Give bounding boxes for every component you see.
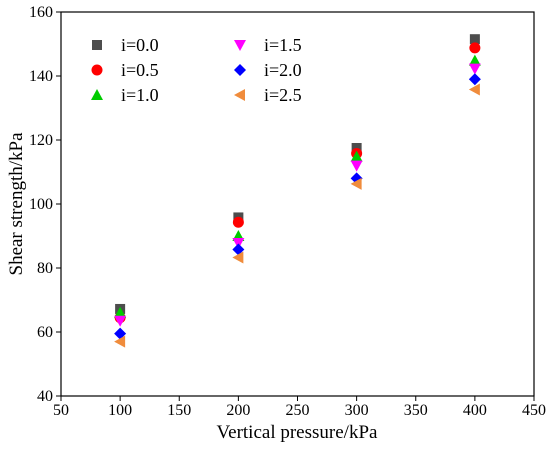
data-point xyxy=(468,63,481,75)
x-axis-title: Vertical pressure/kPa xyxy=(217,422,378,443)
data-point xyxy=(114,315,127,327)
x-axis-ticks: 50 100 150 200 250 300 350 400 450 xyxy=(53,396,546,419)
legend-marker xyxy=(234,64,246,76)
legend: i=0.0 i=0.5 i=1.0 i=1.5 i=2.0 i=2.5 xyxy=(91,35,302,105)
data-point xyxy=(468,54,481,66)
x-tick-label: 450 xyxy=(522,402,546,419)
data-point xyxy=(468,83,480,96)
x-tick-label: 200 xyxy=(226,402,250,419)
legend-label: i=0.5 xyxy=(121,60,159,80)
y-tick-label: 100 xyxy=(29,196,53,213)
legend-marker xyxy=(91,89,103,100)
legend-marker xyxy=(234,89,245,101)
legend-label: i=2.5 xyxy=(264,85,302,105)
y-tick-label: 160 xyxy=(29,4,53,21)
data-point xyxy=(469,34,480,45)
data-point xyxy=(350,177,362,190)
y-axis-ticks: 40 60 80 100 120 140 160 xyxy=(29,4,61,405)
data-point xyxy=(232,216,244,228)
x-tick-label: 300 xyxy=(345,402,369,419)
data-point xyxy=(468,73,481,86)
y-tick-label: 60 xyxy=(37,324,53,341)
data-points xyxy=(114,34,481,348)
data-point xyxy=(114,335,126,348)
data-point xyxy=(350,150,363,162)
data-point xyxy=(114,306,127,318)
y-tick-label: 80 xyxy=(37,260,53,277)
data-point xyxy=(469,42,481,54)
x-tick-label: 400 xyxy=(463,402,487,419)
y-axis-title: Shear strength/kPa xyxy=(6,132,27,276)
legend-marker xyxy=(91,64,103,76)
y-tick-label: 140 xyxy=(29,68,53,85)
legend-label: i=2.0 xyxy=(264,60,302,80)
legend-label: i=0.0 xyxy=(121,35,159,55)
x-tick-label: 150 xyxy=(167,402,191,419)
x-tick-label: 50 xyxy=(53,402,69,419)
x-tick-label: 350 xyxy=(404,402,428,419)
data-point xyxy=(114,327,127,340)
data-point xyxy=(232,251,244,264)
x-tick-label: 250 xyxy=(286,402,310,419)
legend-marker xyxy=(92,40,102,50)
data-point xyxy=(350,160,363,172)
data-point xyxy=(232,243,245,256)
legend-marker xyxy=(234,40,246,51)
legend-label: i=1.0 xyxy=(121,85,159,105)
y-tick-label: 120 xyxy=(29,132,53,149)
legend-label: i=1.5 xyxy=(264,35,302,55)
y-tick-label: 40 xyxy=(37,388,53,405)
x-tick-label: 100 xyxy=(108,402,132,419)
